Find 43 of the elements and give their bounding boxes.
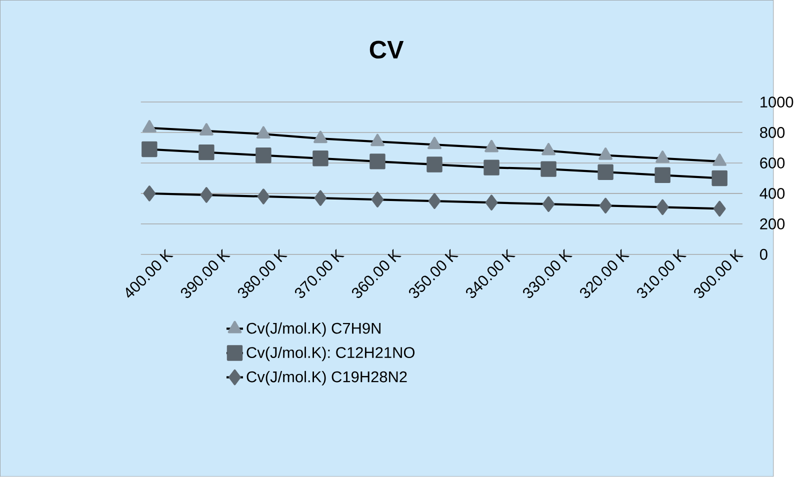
point <box>426 156 442 172</box>
point <box>314 130 328 144</box>
point <box>485 194 498 211</box>
point <box>314 190 327 206</box>
legend-label: Cv(J/mol.K) C19H28N2 <box>246 371 407 386</box>
point <box>713 200 726 217</box>
point <box>257 188 270 204</box>
point <box>370 134 384 146</box>
point <box>484 160 500 176</box>
point <box>198 144 214 160</box>
point <box>598 148 612 160</box>
point <box>142 142 158 158</box>
point <box>370 154 386 170</box>
point <box>540 161 556 178</box>
point <box>428 136 442 150</box>
point <box>484 140 498 152</box>
y-tick-label: 400 <box>760 188 785 200</box>
point <box>654 167 670 184</box>
point <box>656 199 669 216</box>
chart-title: CV <box>370 40 404 59</box>
point <box>312 150 328 166</box>
y-tick-label: 200 <box>760 218 785 230</box>
point <box>599 198 612 214</box>
point <box>199 123 214 136</box>
y-tick-label: 1000 <box>760 96 794 108</box>
point <box>428 193 441 210</box>
point <box>712 154 727 166</box>
y-tick-label: 600 <box>760 158 785 169</box>
y-tick-label: 0 <box>760 249 768 260</box>
point <box>256 126 270 139</box>
point <box>542 196 555 212</box>
point <box>200 187 213 203</box>
point <box>598 164 614 180</box>
point <box>371 192 384 208</box>
legend-label: Cv(J/mol.K) C7H9N <box>246 322 380 337</box>
point <box>143 186 156 202</box>
point <box>142 120 156 133</box>
y-tick-label: 800 <box>760 127 785 138</box>
point <box>656 150 670 163</box>
legend-label: Cv(J/mol.K): C12H21NO <box>246 346 415 362</box>
point <box>542 143 556 156</box>
point <box>256 148 272 164</box>
point <box>712 170 728 186</box>
